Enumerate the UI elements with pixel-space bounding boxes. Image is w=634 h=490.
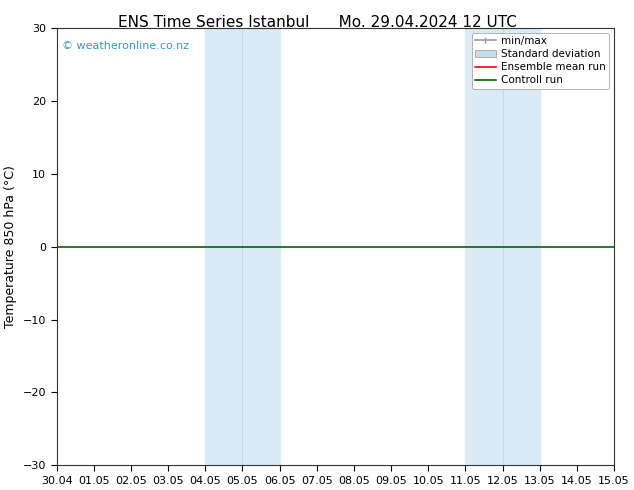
Legend: min/max, Standard deviation, Ensemble mean run, Controll run: min/max, Standard deviation, Ensemble me…	[472, 33, 609, 89]
Text: ENS Time Series Istanbul      Mo. 29.04.2024 12 UTC: ENS Time Series Istanbul Mo. 29.04.2024 …	[117, 15, 517, 30]
Y-axis label: Temperature 850 hPa (°C): Temperature 850 hPa (°C)	[4, 165, 17, 328]
Text: © weatheronline.co.nz: © weatheronline.co.nz	[62, 41, 190, 51]
Bar	[465, 28, 540, 465]
Bar	[205, 28, 280, 465]
